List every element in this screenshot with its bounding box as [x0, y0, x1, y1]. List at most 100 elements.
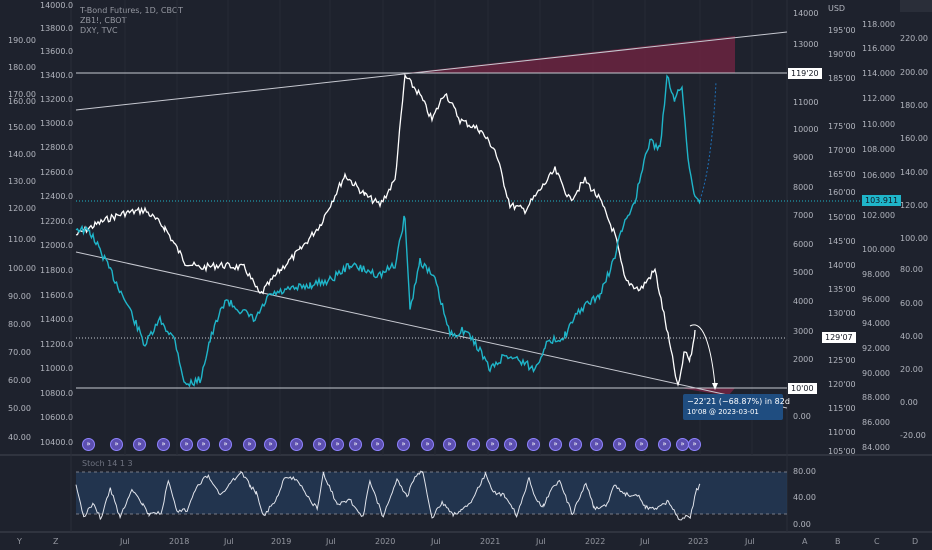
tick: 10600.0: [40, 413, 74, 422]
tick: 11400.0: [40, 315, 74, 324]
tick: 13400.0: [40, 71, 74, 80]
measure-tooltip: −22'21 (−68.87%) in 82d 10'08 @ 2023-03-…: [683, 394, 790, 420]
event-icon[interactable]: »: [569, 438, 582, 451]
event-icon[interactable]: »: [349, 438, 362, 451]
event-icon[interactable]: »: [467, 438, 480, 451]
event-icon[interactable]: »: [331, 438, 344, 451]
right-axis-1: 14000 13000 11000 10000 9000 8000 7000 6…: [790, 0, 824, 455]
right-axis-4: 220.00 200.00 180.00 160.00 140.00 120.0…: [898, 0, 932, 455]
tick: 13200.0: [40, 95, 74, 104]
tick: 2000: [793, 355, 814, 364]
axis-letter-c: C: [874, 537, 880, 546]
tick: 10400.0: [40, 438, 74, 447]
tick: 5000: [793, 268, 814, 277]
stoch-title: Stoch 14 1 3: [82, 459, 133, 468]
tick: 100.00: [8, 264, 36, 273]
tick: 115'00: [828, 404, 856, 413]
event-icon[interactable]: »: [157, 438, 170, 451]
tick: 98.000: [862, 270, 890, 279]
tick: 0.00: [793, 412, 811, 421]
price-label-top: 119'20: [788, 68, 822, 79]
axis-currency: USD: [828, 4, 846, 13]
event-icon[interactable]: »: [264, 438, 277, 451]
event-icon[interactable]: »: [290, 438, 303, 451]
tick: 160.00: [8, 97, 36, 106]
tick: 145'00: [828, 237, 856, 246]
time-tick: 2022: [585, 537, 606, 546]
event-icon[interactable]: »: [635, 438, 648, 451]
axis-letter-z: Z: [53, 537, 59, 546]
tick: 90.00: [8, 292, 31, 301]
time-tick: 2021: [480, 537, 501, 546]
event-icon[interactable]: »: [527, 438, 540, 451]
tick: 160'00: [828, 188, 856, 197]
event-icon[interactable]: »: [110, 438, 123, 451]
axis-letter-b: B: [835, 537, 841, 546]
tick: 80.00: [8, 320, 31, 329]
tick: 116.000: [862, 44, 896, 53]
top-right-partial-badge: [900, 0, 932, 12]
tick: 96.000: [862, 295, 890, 304]
tick: 112.000: [862, 94, 896, 103]
tick: 110.00: [8, 235, 36, 244]
tick: 84.000: [862, 443, 890, 452]
event-icon[interactable]: »: [486, 438, 499, 451]
tick: 0.00: [793, 520, 811, 529]
event-icon[interactable]: »: [549, 438, 562, 451]
tick: 80.00: [900, 265, 923, 274]
event-icon[interactable]: »: [82, 438, 95, 451]
event-icon[interactable]: »: [688, 438, 701, 451]
tick: 180.00: [900, 101, 928, 110]
legend-line-1: T-Bond Futures, 1D, CBOT: [80, 6, 184, 15]
tick: 10800.0: [40, 389, 74, 398]
tick: 120.00: [900, 201, 928, 210]
axis-letter-a: A: [802, 537, 808, 546]
tick: 90.000: [862, 369, 890, 378]
tick: 106.000: [862, 171, 896, 180]
tick: 130.00: [8, 177, 36, 186]
legend-line-3: DXY, TVC: [80, 26, 118, 35]
event-icon[interactable]: »: [219, 438, 232, 451]
tick: 190.00: [8, 36, 36, 45]
event-icon[interactable]: »: [590, 438, 603, 451]
event-icon[interactable]: »: [397, 438, 410, 451]
tick: 4000: [793, 297, 814, 306]
tick: 165'00: [828, 170, 856, 179]
event-icon[interactable]: »: [613, 438, 626, 451]
tick: 125'00: [828, 356, 856, 365]
tick: 195'00: [828, 26, 856, 35]
event-icon[interactable]: »: [371, 438, 384, 451]
stoch-band: [76, 472, 787, 514]
tick: 3000: [793, 327, 814, 336]
left-axis-2: 14000.0 13800.0 13600.0 13400.0 13200.0 …: [36, 0, 74, 455]
tick: 120'00: [828, 380, 856, 389]
axis-letter-y: Y: [17, 537, 22, 546]
event-icon[interactable]: »: [421, 438, 434, 451]
event-icon[interactable]: »: [180, 438, 193, 451]
tick: 20.00: [900, 365, 923, 374]
tick: 13000: [793, 40, 819, 49]
event-icon[interactable]: »: [243, 438, 256, 451]
tick: 12400.0: [40, 192, 74, 201]
event-icon[interactable]: »: [133, 438, 146, 451]
tick: 100.00: [900, 234, 928, 243]
time-tick: Jul: [224, 537, 234, 546]
lower-trendline: [75, 251, 788, 409]
legend-line-2: ZB1!, CBOT: [80, 16, 127, 25]
tick: 13800.0: [40, 24, 74, 33]
tick: 14000.0: [40, 1, 74, 10]
left-axis-1: 190.00 180.00 170.00 160.00 150.00 140.0…: [0, 0, 36, 455]
projection-arrow-up: [699, 81, 717, 201]
event-icon[interactable]: »: [313, 438, 326, 451]
tick: 170'00: [828, 146, 856, 155]
tick: 40.00: [793, 493, 816, 502]
time-tick: Jul: [120, 537, 130, 546]
event-icon[interactable]: »: [658, 438, 671, 451]
resistance-zone: [405, 36, 735, 73]
event-icon[interactable]: »: [504, 438, 517, 451]
tick: 11800.0: [40, 266, 74, 275]
event-icon[interactable]: »: [197, 438, 210, 451]
time-tick: Jul: [431, 537, 441, 546]
event-icon[interactable]: »: [443, 438, 456, 451]
